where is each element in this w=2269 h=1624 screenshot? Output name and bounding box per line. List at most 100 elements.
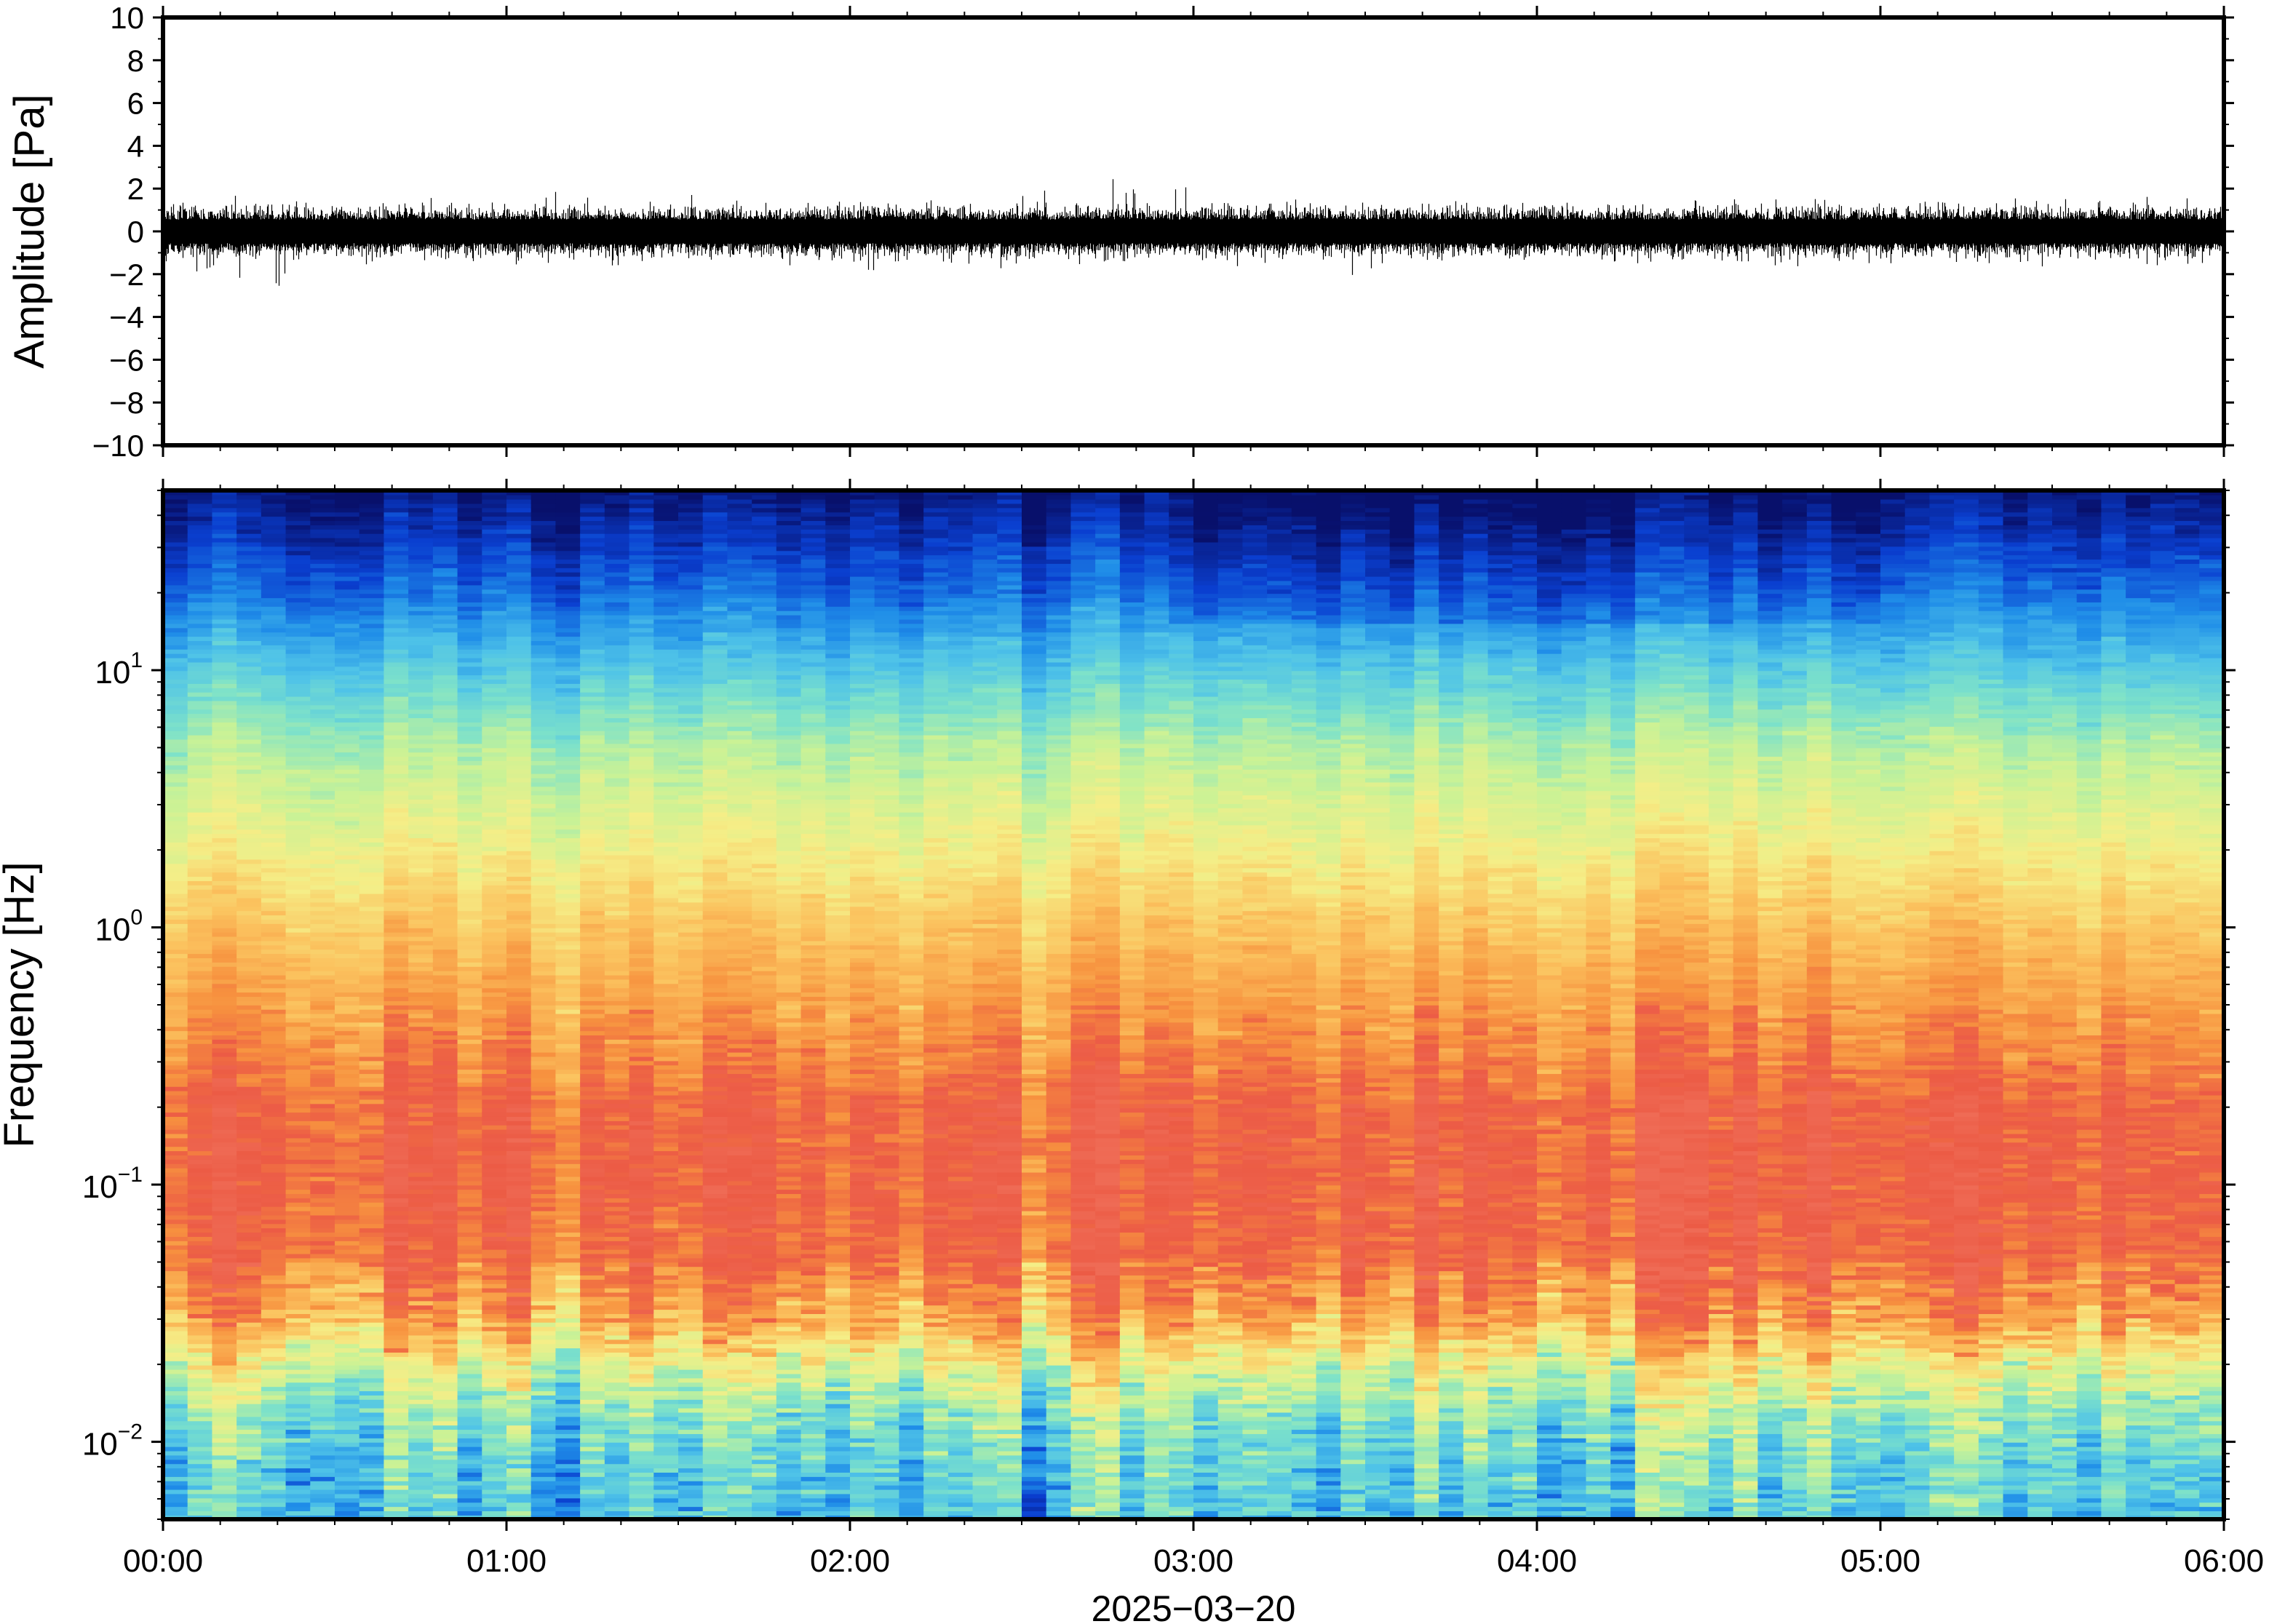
spectrogram-cell (212, 512, 237, 517)
spectrogram-cell (335, 1241, 360, 1246)
spectrogram-cell (531, 1253, 557, 1259)
spectrogram-cell (261, 1348, 287, 1353)
spectrogram-cell (335, 876, 360, 881)
spectrogram-cell (432, 1167, 458, 1173)
spectrogram-cell (285, 1227, 311, 1233)
spectrogram-cell (408, 606, 434, 611)
spectrogram-cell (212, 1142, 237, 1147)
spectrogram-cell (359, 927, 385, 933)
spectrogram-cell (604, 1330, 630, 1336)
spectrogram-cell (163, 1326, 188, 1332)
spectrogram-cell (384, 1090, 409, 1096)
spectrogram-cell (506, 512, 532, 517)
spectrogram-cell (408, 919, 434, 924)
spectrogram-cell (457, 580, 483, 586)
spectrogram-cell (285, 1373, 311, 1379)
spectrogram-cell (408, 1390, 434, 1396)
spectrogram-cell (163, 589, 188, 594)
spectrogram-cell (604, 554, 630, 560)
spectrogram-cell (408, 1339, 434, 1345)
spectrogram-cell (384, 498, 409, 504)
spectrogram-cell (457, 996, 483, 1001)
spectrogram-cell (555, 1257, 581, 1263)
spectrogram-cell (335, 1244, 360, 1250)
spectrogram-cell (482, 1142, 507, 1147)
spectrogram-cell (629, 1142, 655, 1147)
spectrogram-cell (408, 1305, 434, 1310)
spectrogram-cell (653, 1497, 679, 1503)
spectrogram-cell (310, 1219, 335, 1225)
spectrogram-cell (580, 893, 605, 899)
spectrogram-cell (531, 962, 557, 967)
spectrogram-cell (285, 1412, 311, 1417)
spectrogram-cell (237, 1476, 262, 1481)
spectrogram-cell (653, 1403, 679, 1409)
spectrogram-cell (531, 1386, 557, 1392)
spectrogram-cell (261, 888, 287, 894)
spectrogram-cell (212, 717, 237, 723)
spectrogram-cell (335, 837, 360, 843)
spectrogram-cell (555, 1099, 581, 1104)
spectrogram-cell (506, 987, 532, 993)
spectrogram-cell (604, 1425, 630, 1430)
spectrogram-cell (384, 606, 409, 611)
spectrogram-cell (212, 1459, 237, 1465)
spectrogram-cell (629, 730, 655, 736)
spectrogram-cell (163, 872, 188, 877)
spectrogram-cell (212, 1382, 237, 1388)
spectrogram-cell (531, 1257, 557, 1263)
spectrogram-cell (555, 786, 581, 792)
spectrogram-cell (384, 970, 409, 976)
spectrogram-cell (212, 1198, 237, 1203)
spectrogram-cell (212, 1441, 237, 1447)
spectrogram-cell (212, 632, 237, 637)
spectrogram-cell (482, 593, 507, 599)
spectrogram-cell (482, 1257, 507, 1263)
spectrogram-cell (457, 1450, 483, 1456)
spectrogram-cell (237, 1171, 262, 1177)
spectrogram-cell (212, 1086, 237, 1091)
spectrogram-cell (285, 1390, 311, 1396)
spectrogram-cell (432, 1446, 458, 1452)
spectrogram-cell (384, 1283, 409, 1289)
spectrogram-cell (335, 666, 360, 672)
spectrogram-cell (457, 936, 483, 942)
spectrogram-cell (482, 1129, 507, 1134)
spectrogram-cell (531, 597, 557, 602)
spectrogram-cell (408, 1129, 434, 1134)
spectrogram-cell (212, 970, 237, 976)
spectrogram-cell (457, 541, 483, 547)
spectrogram-cell (261, 520, 287, 525)
spectrogram-cell (555, 850, 581, 856)
spectrogram-cell (604, 640, 630, 645)
spectrogram-cell (384, 987, 409, 993)
spectrogram-cell (506, 1454, 532, 1460)
spectrogram-cell (432, 893, 458, 899)
spectrogram-cell (555, 1056, 581, 1062)
spectrogram-cell (335, 1283, 360, 1289)
spectrogram-cell (163, 1275, 188, 1280)
spectrogram-cell (335, 1321, 360, 1327)
spectrogram-cell (457, 1232, 483, 1237)
spectrogram-cell (555, 842, 581, 847)
spectrogram-cell (359, 850, 385, 856)
spectrogram-cell (457, 1429, 483, 1434)
spectrogram-cell (555, 1241, 581, 1246)
spectrogram-cell (187, 1454, 213, 1460)
spectrogram-cell (482, 901, 507, 907)
spectrogram-cell (457, 1013, 483, 1019)
spectrogram-cell (580, 1219, 605, 1225)
spectrogram-cell (384, 876, 409, 881)
spectrogram-cell (531, 1146, 557, 1152)
spectrogram-cell (457, 494, 483, 500)
spectrogram-cell (580, 636, 605, 642)
spectrogram-cell (261, 1013, 287, 1019)
spectrogram-cell (261, 1429, 287, 1434)
spectrogram-cell (555, 700, 581, 706)
spectrogram-cell (457, 1334, 483, 1340)
spectrogram-cell (359, 1121, 385, 1126)
spectrogram-cell (187, 1146, 213, 1152)
spectrogram-cell (359, 696, 385, 701)
spectrogram-cell (261, 876, 287, 881)
